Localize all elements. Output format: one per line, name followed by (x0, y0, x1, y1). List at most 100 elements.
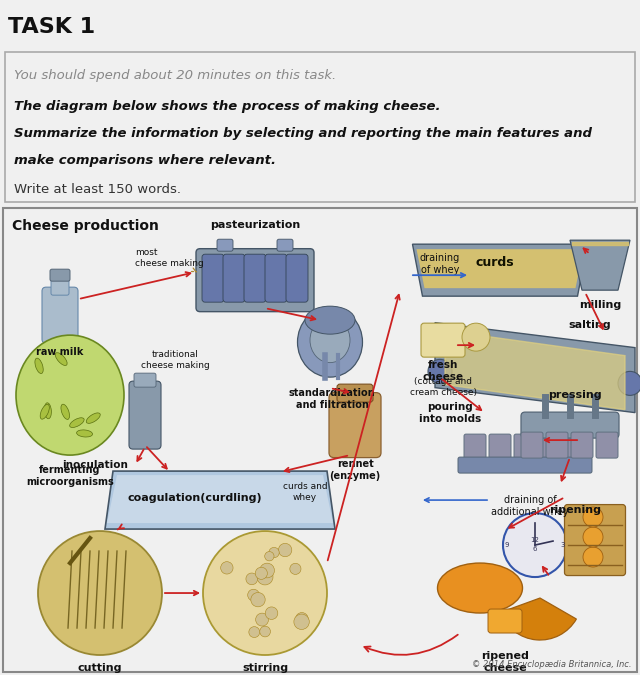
Text: The diagram below shows the process of making cheese.: The diagram below shows the process of m… (14, 101, 440, 113)
Text: curds and
whey: curds and whey (283, 483, 327, 502)
Polygon shape (417, 249, 584, 288)
Ellipse shape (16, 335, 124, 455)
Text: rennet
(enzyme): rennet (enzyme) (330, 459, 381, 481)
Text: draining of
additional whey: draining of additional whey (491, 495, 569, 516)
FancyBboxPatch shape (329, 393, 381, 458)
Circle shape (290, 564, 301, 574)
Circle shape (462, 323, 490, 351)
Circle shape (296, 612, 308, 625)
FancyBboxPatch shape (514, 434, 536, 460)
Circle shape (257, 569, 273, 585)
Ellipse shape (305, 306, 355, 334)
Text: coagulation(curdling): coagulation(curdling) (128, 493, 262, 503)
Ellipse shape (77, 430, 93, 437)
Wedge shape (500, 598, 577, 640)
Text: Summarize the information by selecting and reporting the main features and: Summarize the information by selecting a… (14, 127, 592, 140)
Circle shape (503, 513, 567, 577)
Circle shape (246, 573, 258, 585)
FancyBboxPatch shape (134, 373, 156, 387)
Text: 3: 3 (561, 542, 565, 548)
Text: milling: milling (579, 300, 621, 310)
FancyBboxPatch shape (564, 505, 625, 576)
Text: fresh
cheese: fresh cheese (422, 360, 463, 382)
Text: pasteurization: pasteurization (210, 220, 300, 230)
Polygon shape (445, 331, 625, 410)
Ellipse shape (44, 403, 51, 418)
Ellipse shape (310, 318, 350, 362)
Text: pressing: pressing (548, 390, 602, 400)
Text: Cheese production: Cheese production (12, 219, 159, 233)
Polygon shape (107, 475, 333, 523)
Circle shape (265, 551, 274, 561)
Text: curds: curds (476, 256, 515, 269)
Circle shape (583, 507, 603, 527)
Text: fermenting
microorganisms: fermenting microorganisms (26, 465, 114, 487)
FancyBboxPatch shape (421, 323, 465, 357)
Text: most
cheese making: most cheese making (135, 248, 204, 272)
Circle shape (583, 527, 603, 547)
Text: standardization
and filtration: standardization and filtration (289, 388, 375, 410)
Ellipse shape (70, 418, 84, 427)
Text: (cottage and
cream cheese): (cottage and cream cheese) (410, 377, 477, 396)
Circle shape (294, 614, 309, 630)
Ellipse shape (86, 413, 100, 423)
Circle shape (618, 371, 640, 396)
Ellipse shape (55, 352, 67, 365)
Text: 9: 9 (505, 542, 509, 548)
FancyBboxPatch shape (596, 432, 618, 458)
Polygon shape (570, 240, 630, 290)
FancyBboxPatch shape (202, 254, 224, 302)
Circle shape (269, 547, 279, 558)
Circle shape (278, 543, 292, 557)
Circle shape (203, 531, 327, 655)
Text: ripened
cheese: ripened cheese (481, 651, 529, 672)
FancyBboxPatch shape (223, 254, 245, 302)
Circle shape (260, 563, 275, 578)
Ellipse shape (35, 358, 44, 373)
Circle shape (248, 589, 259, 601)
Circle shape (255, 613, 269, 626)
Circle shape (251, 593, 265, 607)
Ellipse shape (438, 563, 522, 613)
Circle shape (583, 547, 603, 567)
FancyBboxPatch shape (50, 269, 70, 281)
Text: stirring
and cooking: stirring and cooking (227, 663, 303, 675)
Circle shape (265, 607, 278, 620)
Text: ripening: ripening (549, 505, 601, 515)
FancyBboxPatch shape (265, 254, 287, 302)
Circle shape (428, 359, 452, 383)
Text: You should spend about 20 minutes on this task.: You should spend about 20 minutes on thi… (14, 69, 337, 82)
FancyBboxPatch shape (546, 432, 568, 458)
Ellipse shape (61, 404, 70, 419)
Ellipse shape (298, 307, 362, 377)
Text: pouring
into molds: pouring into molds (419, 402, 481, 424)
FancyBboxPatch shape (277, 239, 293, 251)
Text: 6: 6 (532, 546, 537, 552)
Polygon shape (413, 244, 588, 296)
FancyBboxPatch shape (286, 254, 308, 302)
FancyBboxPatch shape (129, 381, 161, 449)
FancyBboxPatch shape (571, 432, 593, 458)
FancyBboxPatch shape (564, 434, 586, 460)
Text: TASK 1: TASK 1 (8, 17, 95, 36)
FancyBboxPatch shape (217, 239, 233, 251)
Text: traditional
cheese making: traditional cheese making (141, 350, 209, 370)
FancyBboxPatch shape (196, 248, 314, 312)
FancyBboxPatch shape (458, 457, 592, 473)
Circle shape (249, 626, 260, 637)
Ellipse shape (40, 404, 49, 419)
FancyBboxPatch shape (464, 434, 486, 460)
Text: Write at least 150 words.: Write at least 150 words. (14, 184, 181, 196)
FancyBboxPatch shape (488, 609, 522, 633)
Text: make comparisons where relevant.: make comparisons where relevant. (14, 153, 276, 167)
Text: 12: 12 (531, 537, 540, 543)
FancyBboxPatch shape (489, 434, 511, 460)
FancyBboxPatch shape (244, 254, 266, 302)
FancyBboxPatch shape (42, 287, 78, 343)
Circle shape (260, 626, 271, 637)
Polygon shape (435, 323, 635, 412)
Circle shape (221, 562, 233, 574)
FancyBboxPatch shape (521, 412, 619, 438)
Text: cutting: cutting (77, 663, 122, 673)
Text: inoculation: inoculation (62, 460, 128, 470)
